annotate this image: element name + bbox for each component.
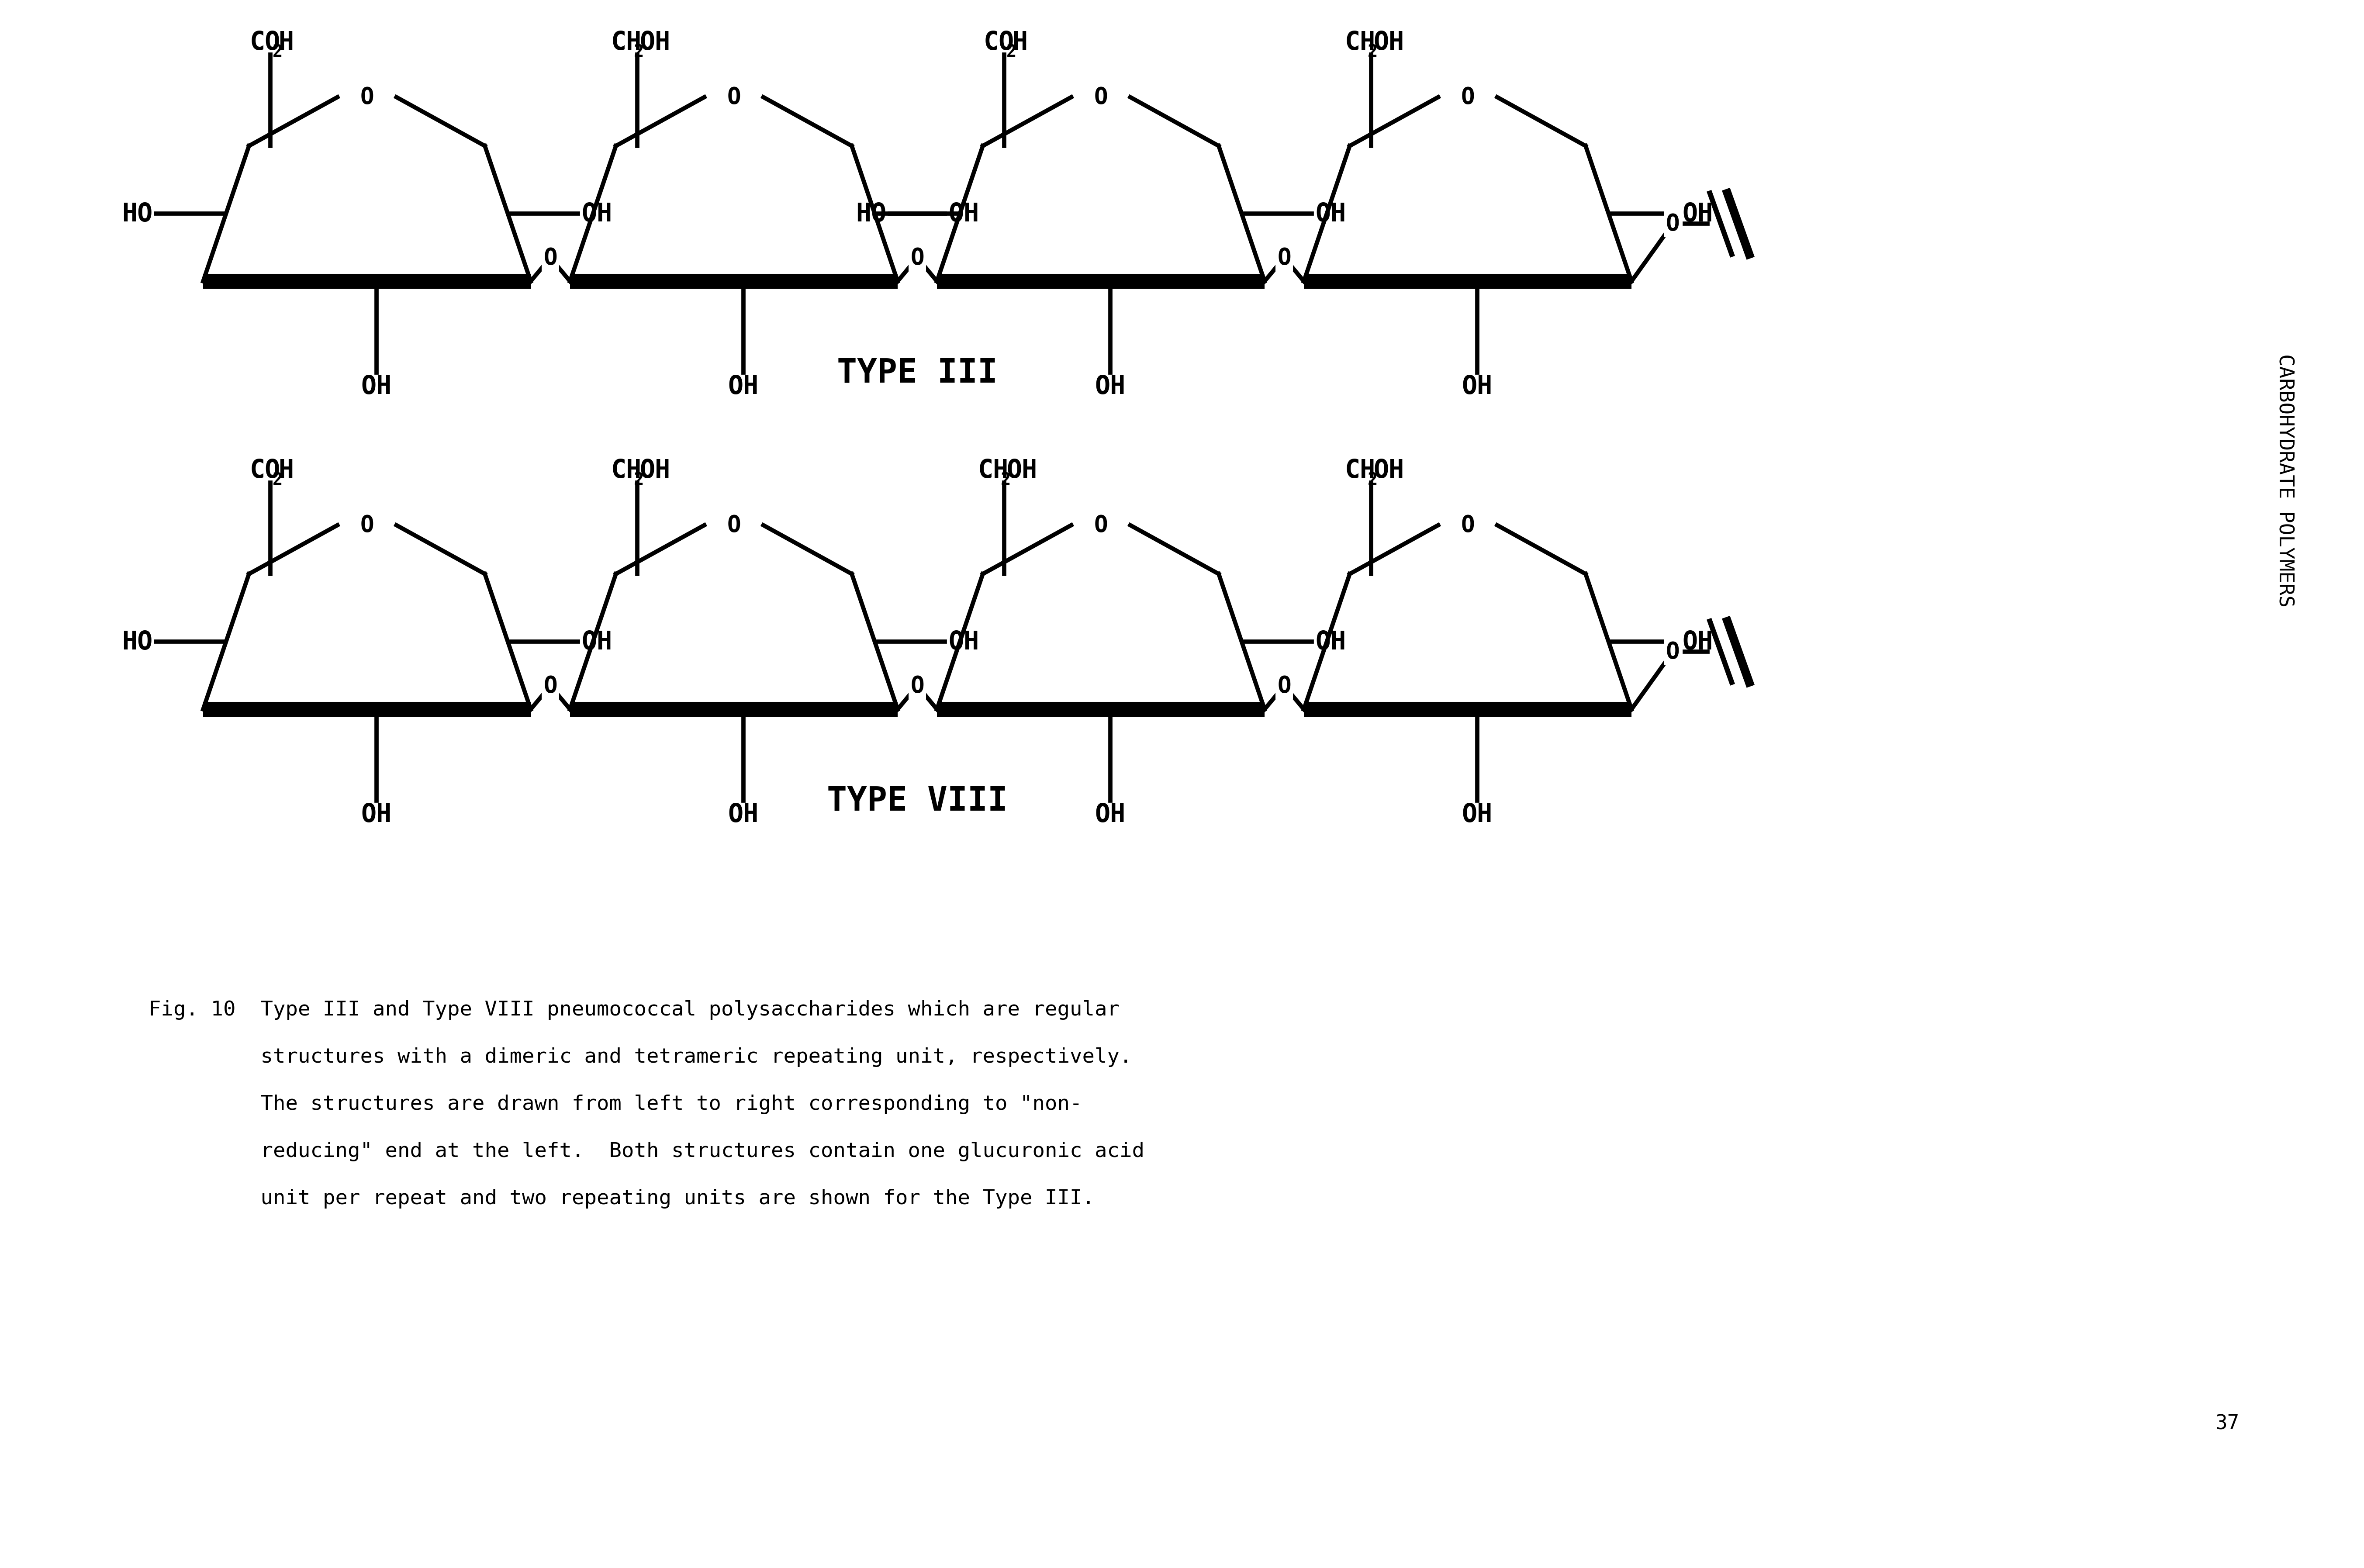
Text: O: O	[359, 86, 374, 108]
Text: OH: OH	[582, 202, 612, 226]
Text: OH: OH	[1683, 629, 1714, 654]
Text: CH: CH	[1345, 458, 1376, 483]
Text: OH: OH	[641, 30, 671, 55]
Text: O: O	[544, 246, 558, 270]
Text: O: O	[1667, 641, 1681, 663]
Text: Fig. 10  Type III and Type VIII pneumococcal polysaccharides which are regular: Fig. 10 Type III and Type VIII pneumococ…	[149, 1000, 1121, 1019]
Text: TYPE III: TYPE III	[837, 358, 998, 389]
Text: 2: 2	[634, 44, 643, 60]
Text: OH: OH	[1373, 458, 1404, 483]
Text: OH: OH	[641, 458, 671, 483]
Text: OH: OH	[1095, 375, 1125, 400]
Text: CH: CH	[610, 458, 641, 483]
Text: OH: OH	[948, 202, 979, 226]
Text: OH: OH	[362, 375, 392, 400]
Text: OH: OH	[1683, 202, 1714, 226]
Text: OH: OH	[1461, 375, 1492, 400]
Text: O: O	[910, 246, 924, 270]
Text: OH: OH	[1314, 629, 1345, 654]
Text: unit per repeat and two repeating units are shown for the Type III.: unit per repeat and two repeating units …	[149, 1189, 1095, 1209]
Text: CH: CH	[610, 30, 641, 55]
Text: O: O	[726, 86, 740, 108]
Text: 2: 2	[1366, 472, 1378, 488]
Text: HO: HO	[121, 202, 151, 226]
Text: CH: CH	[979, 458, 1009, 483]
Text: OH: OH	[1461, 803, 1492, 826]
Text: O: O	[544, 674, 558, 698]
Text: 2: 2	[1000, 472, 1012, 488]
Text: 2: 2	[634, 472, 643, 488]
Text: structures with a dimeric and tetrameric repeating unit, respectively.: structures with a dimeric and tetrameric…	[149, 1047, 1132, 1066]
Text: TYPE VIII: TYPE VIII	[827, 786, 1007, 817]
Text: CO: CO	[251, 30, 281, 55]
Text: OH: OH	[1373, 30, 1404, 55]
Text: HO: HO	[121, 629, 151, 654]
Text: O: O	[1667, 213, 1681, 235]
Text: OH: OH	[1007, 458, 1038, 483]
Text: O: O	[1277, 246, 1291, 270]
Text: CO: CO	[983, 30, 1014, 55]
Text: H: H	[279, 458, 293, 483]
Text: OH: OH	[1314, 202, 1345, 226]
Text: O: O	[726, 514, 740, 536]
Text: reducing" end at the left.  Both structures contain one glucuronic acid: reducing" end at the left. Both structur…	[149, 1142, 1144, 1160]
Text: H: H	[279, 30, 293, 55]
Text: O: O	[1461, 86, 1475, 108]
Text: O: O	[1095, 86, 1109, 108]
Text: OH: OH	[728, 375, 759, 400]
Text: O: O	[1277, 674, 1291, 698]
Text: OH: OH	[362, 803, 392, 826]
Text: 2: 2	[272, 44, 284, 60]
Text: CO: CO	[251, 458, 281, 483]
Text: HO: HO	[856, 202, 886, 226]
Text: The structures are drawn from left to right corresponding to "non-: The structures are drawn from left to ri…	[149, 1094, 1083, 1113]
Text: OH: OH	[582, 629, 612, 654]
Text: CH: CH	[1345, 30, 1376, 55]
Text: OH: OH	[728, 803, 759, 826]
Text: 2: 2	[1007, 44, 1017, 60]
Text: 2: 2	[1366, 44, 1378, 60]
Text: O: O	[1095, 514, 1109, 536]
Text: O: O	[359, 514, 374, 536]
Text: CARBOHYDRATE POLYMERS: CARBOHYDRATE POLYMERS	[2274, 354, 2295, 607]
Text: 37: 37	[2215, 1414, 2239, 1433]
Text: O: O	[910, 674, 924, 698]
Text: 2: 2	[272, 472, 284, 488]
Text: H: H	[1012, 30, 1028, 55]
Text: OH: OH	[948, 629, 979, 654]
Text: OH: OH	[1095, 803, 1125, 826]
Text: O: O	[1461, 514, 1475, 536]
